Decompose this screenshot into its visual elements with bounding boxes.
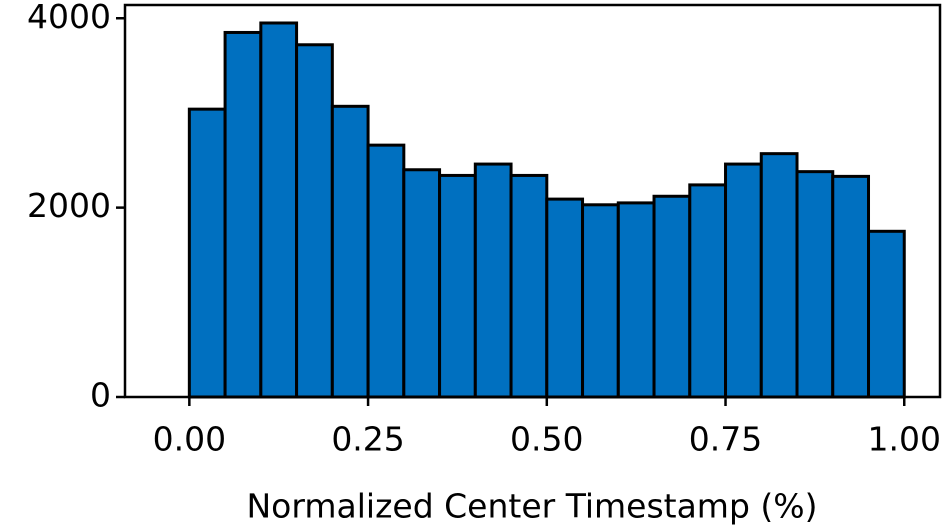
bar — [581, 203, 620, 399]
x-tick-label: 0.75 — [689, 420, 762, 459]
bar — [545, 197, 585, 399]
bar — [473, 162, 513, 399]
bar — [831, 174, 871, 399]
plot-frame — [123, 3, 942, 399]
bar — [223, 30, 263, 399]
y-tick-label: 0 — [90, 376, 111, 415]
bar — [402, 168, 442, 399]
bar — [688, 183, 728, 399]
x-tick-label: 0.25 — [331, 420, 404, 459]
bar — [652, 194, 692, 399]
bar — [330, 104, 370, 399]
x-tick-label: 0.00 — [153, 420, 226, 459]
y-tick-label: 4000 — [27, 0, 111, 36]
x-axis-label: Normalized Center Timestamp (%) — [247, 487, 818, 526]
bar — [366, 143, 406, 399]
bar — [724, 162, 763, 399]
bar — [438, 173, 477, 399]
bar — [616, 201, 656, 399]
bar — [867, 229, 906, 399]
bar — [187, 107, 227, 399]
bar — [795, 170, 835, 399]
y-tick-label: 2000 — [27, 186, 111, 225]
bar — [759, 152, 799, 399]
bar — [295, 43, 334, 399]
x-tick-label: 1.00 — [868, 420, 941, 459]
bar — [259, 21, 299, 399]
x-tick-label: 0.50 — [510, 420, 583, 459]
bar — [509, 173, 549, 399]
